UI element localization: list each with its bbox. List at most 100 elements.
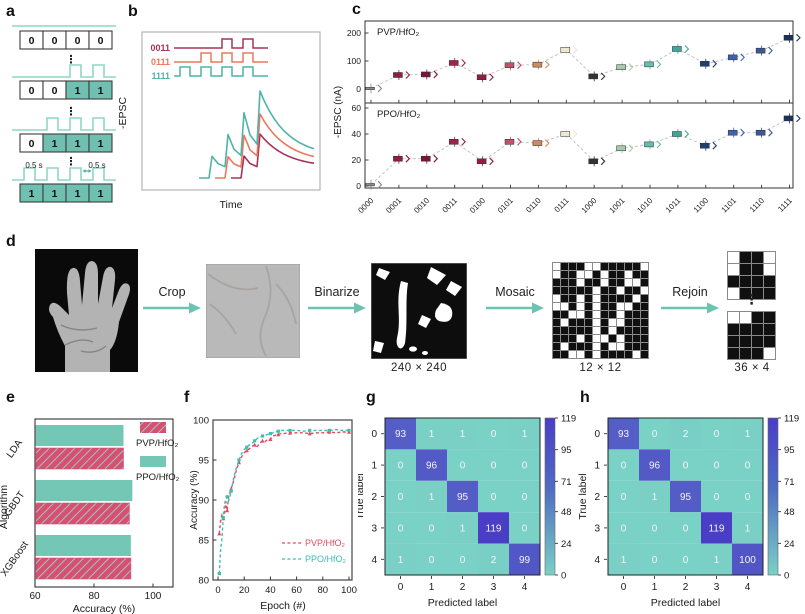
x-category-label: 1000 — [580, 196, 599, 215]
grid-cell-white — [625, 303, 632, 310]
grid-cell-black — [585, 303, 592, 310]
y-tick-label: 20 — [352, 155, 362, 165]
arrow-marker — [656, 140, 662, 149]
grid-cell-black — [553, 287, 560, 294]
y-axis-label: -EPSC — [118, 97, 129, 130]
grid-cell-black — [625, 287, 632, 294]
grid-cell-black — [561, 263, 568, 270]
cm-value: 100 — [739, 555, 756, 566]
grid-cell-black — [561, 351, 568, 358]
x-category-label: 0011 — [441, 196, 460, 215]
grid-cell-black — [625, 343, 632, 350]
grid-cell-white — [577, 279, 584, 286]
grid-cell-white — [764, 264, 775, 275]
cm-cell-2-0 — [608, 480, 639, 513]
col-label: 2 — [683, 582, 689, 593]
rejoin-grid-bottom — [727, 311, 776, 360]
cm-cell-2-3 — [701, 480, 732, 513]
cm-cell-4-2 — [447, 543, 478, 575]
grid-cell-white — [617, 319, 624, 326]
colorbar — [767, 417, 779, 576]
cm-value: 0 — [683, 555, 689, 566]
cm-value: 1 — [652, 492, 658, 503]
x-axis-label: Predicted label — [651, 597, 720, 609]
cm-cell-3-1 — [416, 512, 447, 544]
grid-cell-black — [764, 312, 775, 323]
y-axis-label: True label — [358, 473, 366, 519]
legend-label: PPO/HfO₂ — [305, 554, 347, 564]
grid-cell-black — [641, 271, 648, 278]
box-1100 — [700, 142, 710, 149]
white-blob — [409, 346, 417, 352]
arrow-marker — [572, 130, 578, 138]
grid-cell-black — [625, 335, 632, 342]
x-tick-label: 100 — [341, 585, 357, 596]
grid-cell-white — [577, 311, 584, 318]
subplot-border — [364, 20, 794, 104]
grid-cell-black — [585, 327, 592, 334]
grid-cell-white — [553, 263, 560, 270]
cm-cell-0-3 — [701, 418, 732, 450]
grid-cell-white — [553, 271, 560, 278]
box-0010 — [421, 155, 431, 162]
col-label: 1 — [652, 582, 658, 593]
grid-cell-black — [633, 303, 640, 310]
white-blob — [373, 341, 384, 353]
row-label: 4 — [371, 555, 377, 566]
grid-cell-white — [585, 263, 592, 270]
cm-cell-2-4 — [509, 480, 540, 513]
cm-cell-4-3 — [478, 543, 509, 575]
marker-triangle — [268, 437, 273, 441]
rejoin-dots: ⋮ — [744, 291, 759, 307]
bit-cell — [88, 183, 113, 203]
bit-value: 1 — [52, 138, 58, 150]
marker-triangle — [276, 432, 281, 437]
colorbar-tick-label: 71 — [561, 477, 572, 488]
colorbar-tick-label: 119 — [561, 414, 576, 425]
y-tick-label: 80 — [198, 576, 209, 587]
grid-cell-white — [625, 279, 632, 286]
cm-cell-1-3 — [478, 449, 509, 481]
grid-cell-black — [585, 335, 592, 342]
cm-cell-1-4 — [732, 449, 763, 481]
grid-cell-black — [617, 295, 624, 302]
cm-cell-2-2 — [670, 480, 701, 513]
grid-cell-black — [641, 311, 648, 318]
x-tick-label: 60 — [291, 585, 302, 596]
grid-cell-white — [593, 319, 600, 326]
marker-square — [217, 572, 221, 576]
arrow-marker — [656, 60, 662, 69]
cm-cell-0-2 — [670, 418, 701, 450]
colorbar-tick-label: 24 — [561, 539, 572, 550]
grid-cell-black — [553, 335, 560, 342]
x-tick-label: 0 — [215, 585, 220, 596]
cm-value: 0 — [621, 523, 627, 534]
bit-value: 1 — [75, 138, 81, 150]
box-0100 — [476, 74, 487, 80]
grid-cell-black — [569, 319, 576, 326]
grid-cell-white — [728, 264, 739, 275]
grid-cell-white — [617, 335, 624, 342]
box-1001 — [616, 64, 626, 70]
arrow-marker — [768, 46, 773, 55]
grid-cell-black — [569, 271, 576, 278]
grid-cell-black — [625, 319, 632, 326]
marker-triangle — [244, 448, 249, 453]
grid-cell-black — [569, 327, 576, 334]
grid-cell-black — [617, 271, 624, 278]
legend-code: 0011 — [150, 43, 170, 53]
grid-cell-white — [641, 263, 648, 270]
grid-cell-black — [752, 336, 763, 347]
marker-square — [253, 439, 257, 443]
x-tick-label: 80 — [318, 585, 329, 596]
bit-value: 0 — [52, 35, 58, 47]
connector-line — [370, 117, 790, 186]
grid-cell-black — [740, 288, 751, 299]
rejoin-grid-top — [727, 251, 776, 300]
grid-cell-black — [617, 263, 624, 270]
cm-value: 0 — [714, 461, 720, 472]
colorbar — [544, 417, 556, 576]
bit-value: 1 — [98, 138, 104, 150]
grid-cell-black — [752, 276, 763, 287]
